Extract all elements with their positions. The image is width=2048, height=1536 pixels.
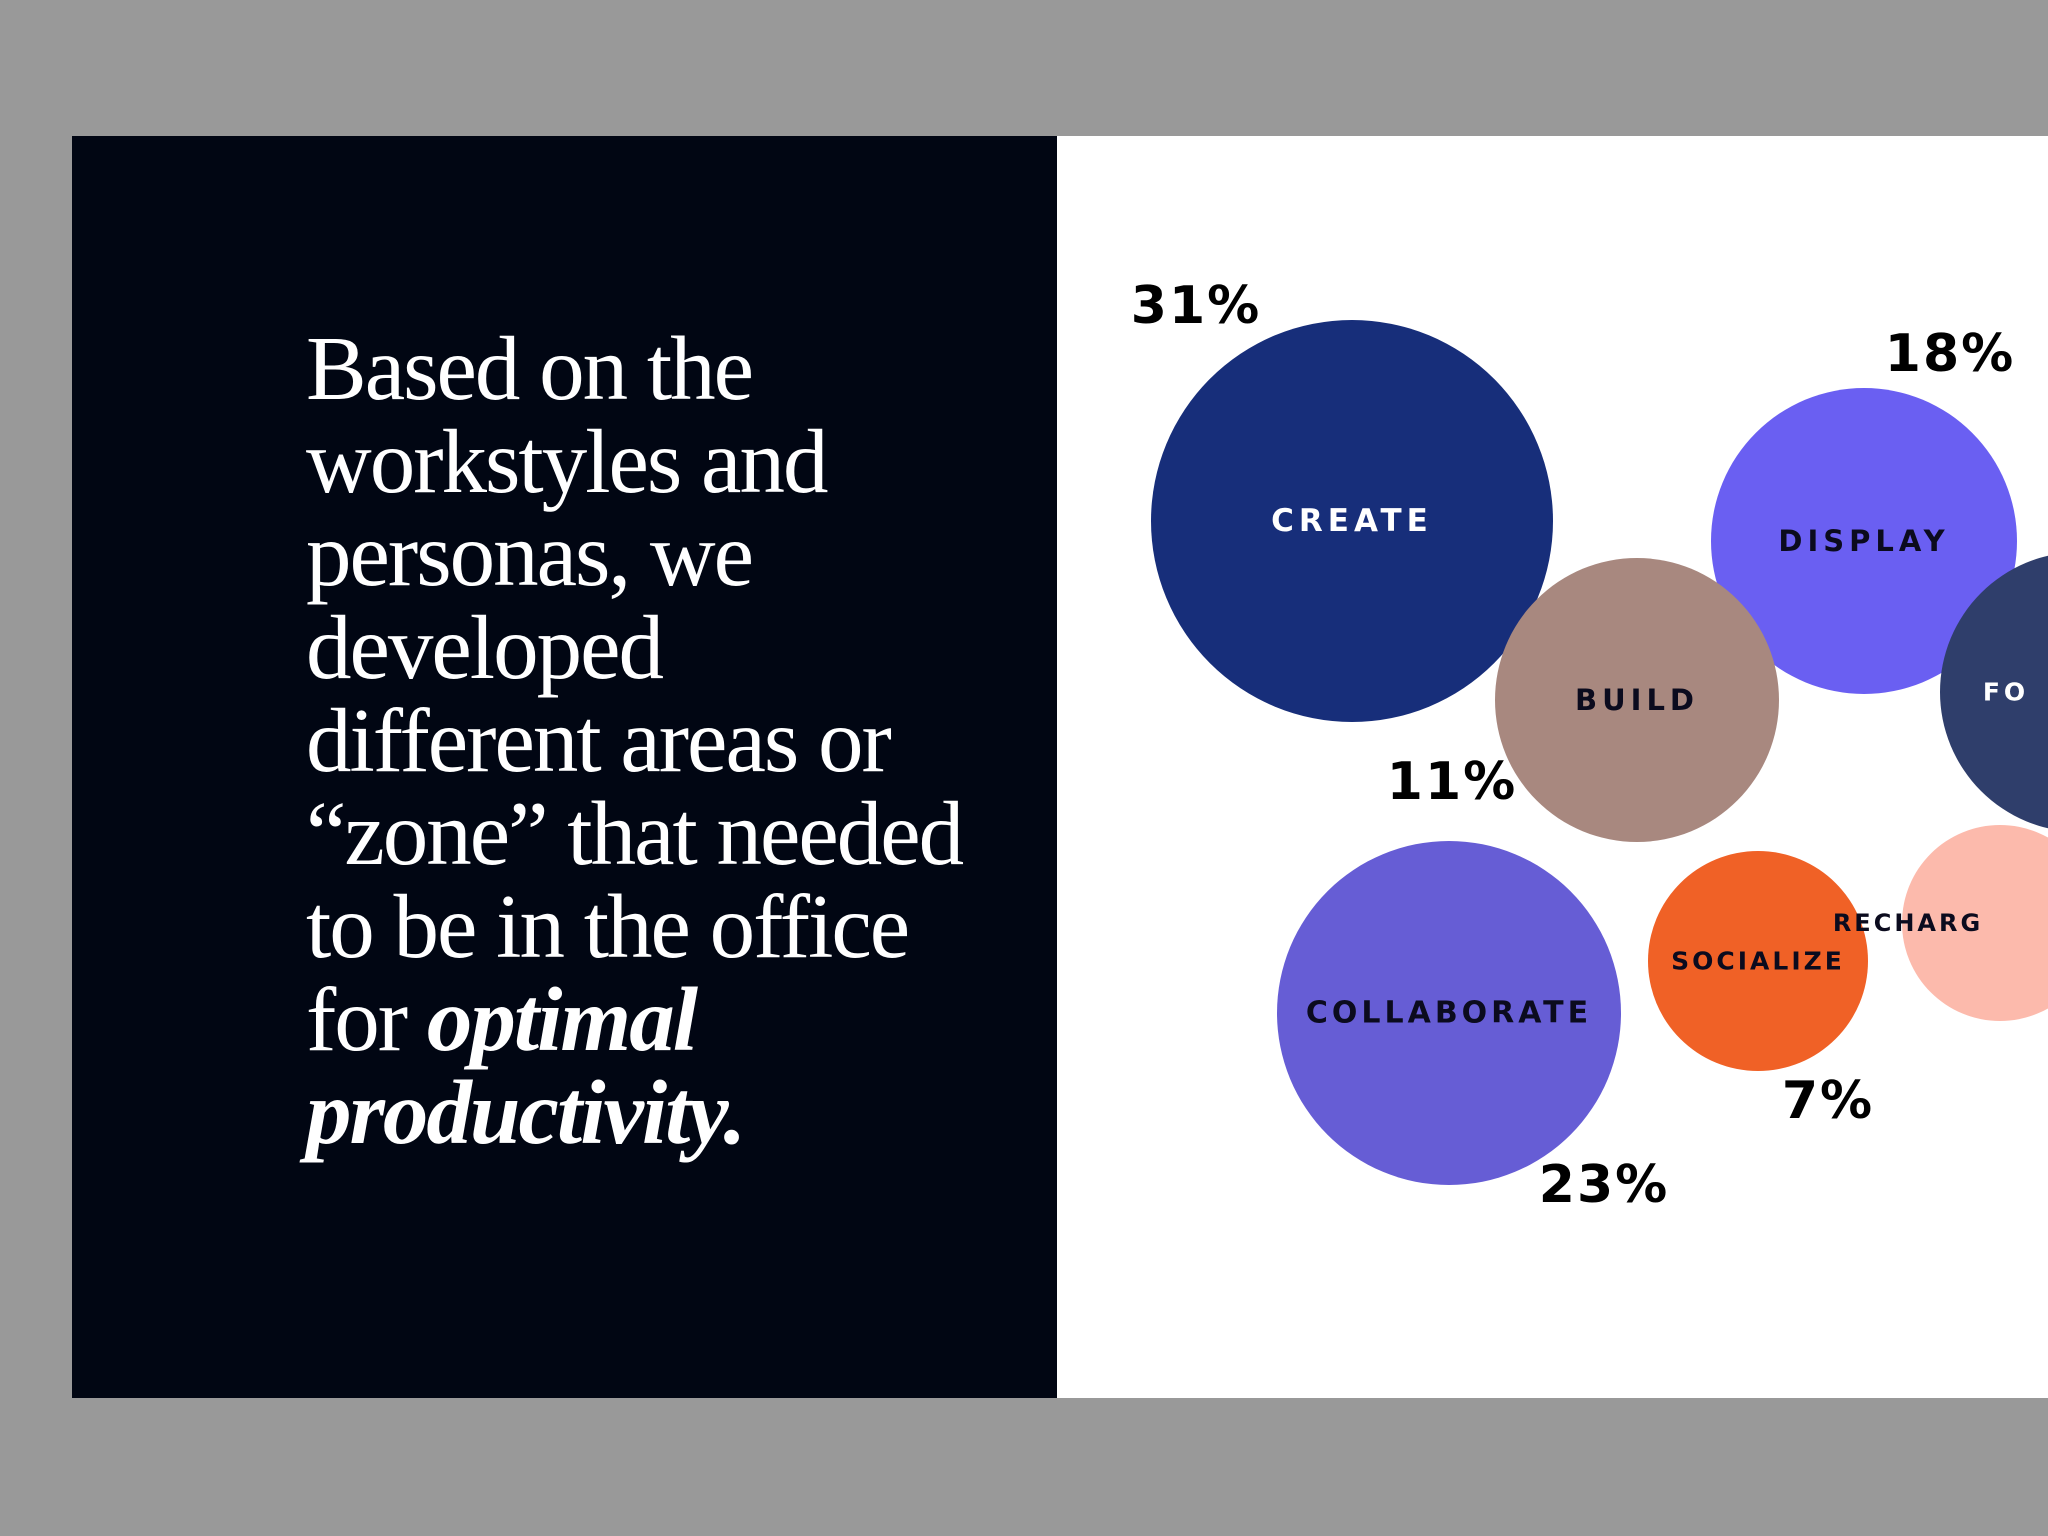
bubble-create	[1151, 320, 1553, 722]
bubble-label-collaborate: COLLABORATE	[1306, 996, 1592, 1031]
headline-line-2: workstyles and	[306, 411, 828, 512]
headline-line-4: developed	[306, 597, 664, 698]
headline-line-6: “zone” that needed	[306, 783, 964, 884]
value-label-build: 11%	[1387, 752, 1517, 812]
headline-line-3: personas, we	[306, 504, 754, 605]
bubble-label-build: BUILD	[1575, 683, 1699, 717]
bubble-build	[1495, 558, 1779, 842]
bubble-recharg	[1902, 825, 2048, 1021]
headline: Based on the workstyles and personas, we de…	[306, 322, 1026, 1159]
left-text-panel: Based on the workstyles and personas, we de…	[72, 136, 1057, 1398]
value-label-socialize: 7%	[1782, 1071, 1874, 1131]
bubble-display	[1711, 388, 2017, 694]
bubble-label-socialize: SOCIALIZE	[1671, 947, 1845, 976]
bubble-label-create: CREATE	[1271, 503, 1433, 539]
value-label-create: 31%	[1131, 276, 1261, 336]
bubble-label-fo: FO	[1983, 678, 2029, 707]
headline-line-8-prefix: for	[306, 969, 427, 1070]
headline-line-1: Based on the	[306, 318, 754, 419]
bubble-fo	[1940, 555, 2048, 829]
headline-emphasis-optimal: optimal	[426, 969, 698, 1070]
bubble-label-display: DISPLAY	[1778, 524, 1949, 558]
headline-line-5: different areas or	[306, 690, 892, 791]
bubble-label-recharg: RECHARG	[1833, 909, 1983, 937]
headline-emphasis-productivity: productivity.	[306, 1062, 746, 1163]
slide: Based on the workstyles and personas, we de…	[72, 136, 2048, 1398]
value-label-collaborate: 23%	[1539, 1155, 1669, 1215]
headline-line-7: to be in the office	[306, 876, 910, 977]
bubble-socialize	[1648, 851, 1868, 1071]
bubble-collaborate	[1277, 841, 1621, 1185]
value-label-display: 18%	[1885, 324, 2015, 384]
